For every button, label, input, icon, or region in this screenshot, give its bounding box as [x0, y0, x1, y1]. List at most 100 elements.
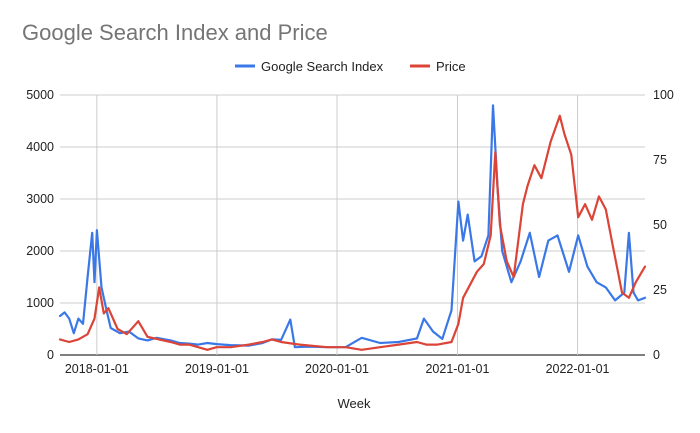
series-line-google-search-index [58, 104, 647, 349]
data-point-price [577, 216, 579, 218]
data-point-google-search-index [501, 250, 504, 252]
data-point-google-search-index [360, 337, 363, 339]
x-tick-label: 2018-01-01 [65, 362, 129, 376]
data-point-price [206, 349, 209, 351]
data-point-price [605, 208, 607, 211]
data-point-google-search-index [289, 318, 292, 321]
data-point-google-search-index [473, 260, 476, 263]
data-point-price [360, 349, 363, 351]
data-point-google-search-index [586, 265, 589, 268]
x-tick-label: 2021-01-01 [425, 362, 489, 376]
data-point-price [86, 333, 89, 336]
data-point-price [591, 219, 593, 221]
data-point-google-search-index [538, 276, 540, 278]
data-point-google-search-index [206, 342, 209, 344]
data-point-google-search-index [628, 232, 630, 234]
data-point-price [628, 297, 630, 299]
data-point-price [563, 133, 566, 135]
data-point-google-search-index [450, 309, 453, 312]
data-point-google-search-index [379, 342, 381, 344]
data-point-price [612, 245, 614, 247]
data-point-price [457, 323, 460, 325]
y-right-tick-label: 75 [653, 153, 667, 167]
data-point-google-search-index [614, 299, 616, 302]
x-tick-label: 2020-01-01 [305, 362, 369, 376]
data-point-google-search-index [294, 346, 296, 349]
data-point-google-search-index [480, 255, 483, 257]
data-point-google-search-index [529, 232, 531, 234]
data-point-price [425, 343, 428, 346]
data-point-google-search-index [577, 234, 579, 237]
data-point-google-search-index [63, 311, 66, 314]
data-point-price [584, 203, 586, 205]
data-point-price [483, 263, 485, 265]
data-point-price [570, 154, 573, 156]
data-point-price [450, 341, 453, 343]
data-point-google-search-index [457, 200, 460, 203]
y-right-tick-label: 50 [653, 218, 667, 232]
data-point-price [68, 341, 70, 343]
data-point-google-search-index [96, 229, 98, 231]
data-point-google-search-index [487, 234, 490, 237]
data-point-price [436, 343, 439, 346]
data-point-google-search-index [432, 330, 434, 333]
data-point-price [169, 341, 172, 343]
data-point-google-search-index [109, 327, 112, 329]
chart-title: Google Search Index and Price [22, 20, 328, 45]
data-point-price [489, 234, 492, 237]
data-point-price [229, 346, 232, 349]
data-point-google-search-index [100, 286, 103, 289]
data-point-google-search-index [105, 307, 107, 310]
data-point-price [397, 343, 400, 346]
x-axis-title: Week [338, 396, 371, 411]
data-point-price [533, 164, 536, 166]
data-point-google-search-index [215, 343, 218, 345]
data-point-price [635, 281, 637, 284]
data-point-price [644, 265, 646, 268]
data-point-google-search-index [568, 271, 570, 273]
x-tick-label: 2022-01-01 [546, 362, 610, 376]
data-point-google-search-index [547, 239, 550, 242]
data-point-price [416, 341, 418, 343]
data-point-google-search-index [73, 332, 75, 335]
data-point-google-search-index [637, 299, 639, 302]
gridlines [60, 94, 645, 356]
legend-label-price: Price [436, 59, 466, 74]
data-point-price [540, 177, 543, 179]
data-point-google-search-index [91, 232, 93, 234]
data-point-price [179, 343, 181, 346]
data-point-google-search-index [556, 234, 559, 237]
data-point-google-search-index [280, 339, 282, 341]
data-point-google-search-index [119, 332, 121, 335]
series-line-price [58, 114, 647, 351]
data-point-price [499, 224, 501, 226]
data-point-google-search-index [93, 281, 96, 284]
data-point-price [116, 328, 119, 330]
y-axis-left: 0 1000 2000 3000 4000 5000 [26, 88, 54, 362]
data-point-price [261, 341, 264, 343]
data-point-google-search-index [137, 337, 140, 340]
data-point-google-search-index [82, 323, 84, 325]
series-lines [58, 104, 647, 351]
data-point-google-search-index [68, 317, 70, 320]
legend-label-search-index: Google Search Index [261, 59, 384, 74]
data-point-price [494, 151, 497, 153]
data-point-price [59, 338, 61, 341]
x-axis: 2018-01-01 2019-01-01 2020-01-01 2021-01-01… [65, 362, 610, 376]
data-point-price [512, 276, 515, 278]
y-left-tick-label: 3000 [26, 192, 54, 206]
y-axis-right: 0 25 50 75 100 [653, 88, 674, 362]
data-point-google-search-index [441, 338, 444, 340]
data-point-price [215, 346, 218, 349]
data-point-price [77, 338, 80, 341]
data-point-google-search-index [466, 213, 469, 216]
data-point-price [462, 297, 464, 299]
data-point-price [280, 341, 282, 343]
data-point-price [107, 307, 110, 310]
y-right-tick-label: 25 [653, 283, 667, 297]
data-point-price [126, 333, 128, 336]
data-point-google-search-index [416, 337, 418, 340]
data-point-price [506, 260, 508, 263]
